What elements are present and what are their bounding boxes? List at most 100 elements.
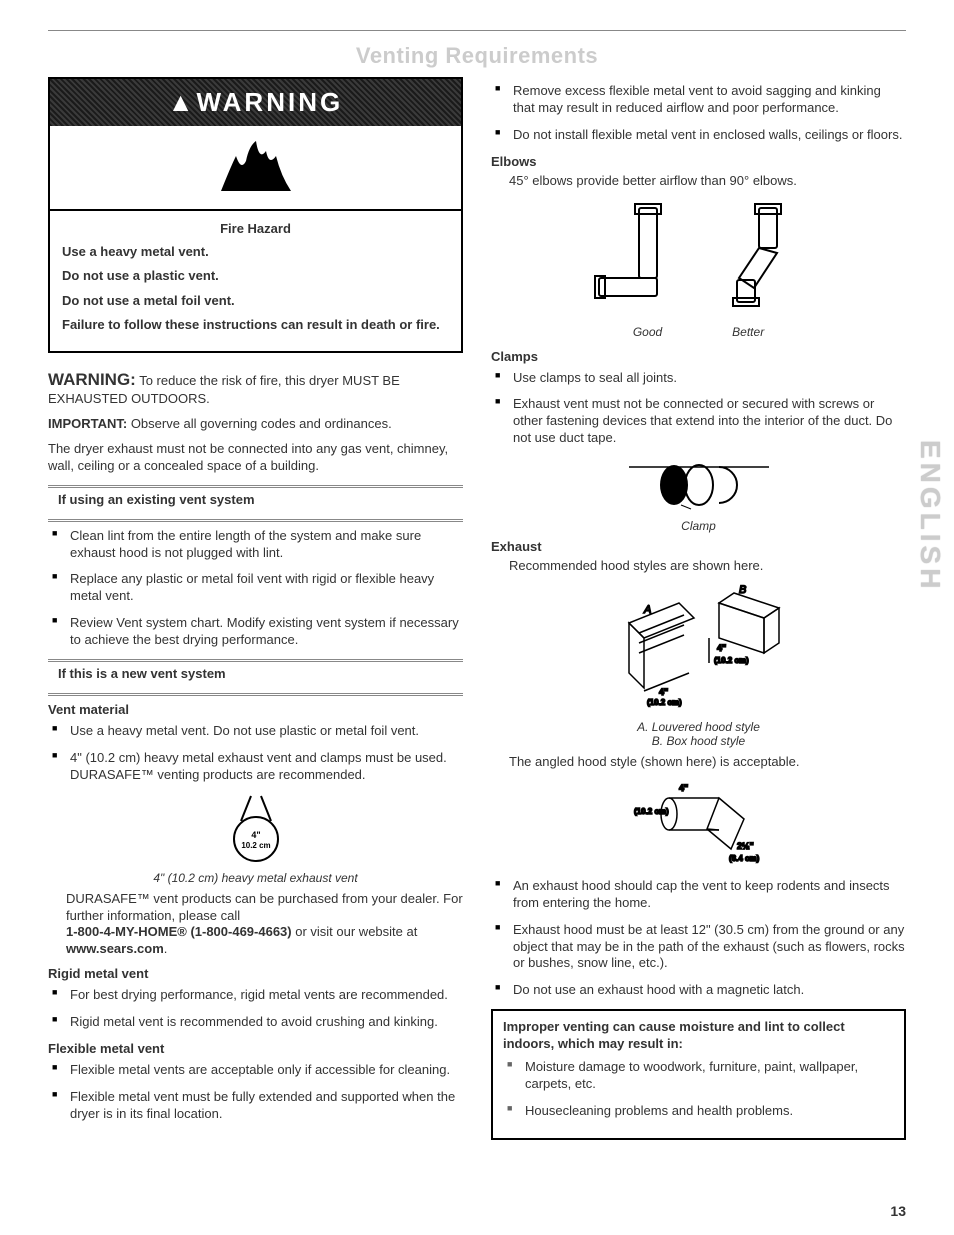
notice-list: Moisture damage to woodwork, furniture, … — [503, 1059, 894, 1120]
warning-paragraph: WARNING: To reduce the risk of fire, thi… — [48, 369, 463, 408]
list-item: Flexible metal vents are acceptable only… — [48, 1062, 463, 1079]
existing-vent-head: If using an existing vent system — [58, 490, 463, 509]
list-item: Exhaust hood must be at least 12" (30.5 … — [491, 922, 906, 973]
right-column: Remove excess flexible metal vent to avo… — [491, 77, 906, 1140]
existing-vent-list: Clean lint from the entire length of the… — [48, 528, 463, 649]
vent-fig-caption: 4" (10.2 cm) heavy metal exhaust vent — [48, 871, 463, 885]
elbows-icon — [569, 198, 829, 318]
vent-material-head: Vent material — [48, 702, 463, 717]
clamps-head: Clamps — [491, 349, 906, 364]
language-tab: ENGLISH — [914, 440, 946, 592]
flex-vent-list: Flexible metal vents are acceptable only… — [48, 1062, 463, 1123]
clamp-caption: Clamp — [491, 519, 906, 533]
flame-icon-row — [50, 126, 461, 209]
vent-material-list: Use a heavy metal vent. Do not use plast… — [48, 723, 463, 784]
exhaust-list: An exhaust hood should cap the vent to k… — [491, 878, 906, 999]
angled-intro: The angled hood style (shown here) is ac… — [509, 754, 906, 771]
svg-text:(10.2 cm): (10.2 cm) — [647, 698, 682, 707]
list-item: Replace any plastic or metal foil vent w… — [48, 571, 463, 605]
divider — [48, 485, 463, 488]
warning-inline-label: WARNING: — [48, 370, 136, 389]
list-item: Do not install flexible metal vent in en… — [491, 127, 906, 144]
durasafe-info: DURASAFE™ vent products can be purchased… — [66, 891, 463, 959]
elbows-figure — [491, 198, 906, 321]
exhaust-head: Exhaust — [491, 539, 906, 554]
durasafe-phone: 1-800-4-MY-HOME® (1-800-469-4663) — [66, 924, 292, 939]
notice-box: Improper venting can cause moisture and … — [491, 1009, 906, 1139]
svg-text:(10.2 cm): (10.2 cm) — [634, 807, 669, 816]
warning-line: Use a heavy metal vent. — [62, 244, 449, 260]
elbows-text: 45° elbows provide better airflow than 9… — [509, 173, 906, 190]
warning-line: Do not use a plastic vent. — [62, 268, 449, 284]
svg-text:(10.2 cm): (10.2 cm) — [714, 656, 749, 665]
durasafe-text: DURASAFE™ vent products can be purchased… — [66, 891, 463, 923]
left-column: ▲WARNING Fire Hazard Use a heavy metal v… — [48, 77, 463, 1140]
exhaust-vent-figure: 4" 10.2 cm — [48, 794, 463, 867]
svg-text:10.2 cm: 10.2 cm — [241, 841, 270, 850]
page-number: 13 — [890, 1203, 906, 1219]
elbows-head: Elbows — [491, 154, 906, 169]
durasafe-text2: or visit our website at — [292, 924, 418, 939]
elbow-good-label: Good — [633, 325, 662, 339]
hood-styles-icon: A B 4" (10.2 cm) 4" (10.2 cm) — [589, 583, 809, 713]
list-item: Use clamps to seal all joints. — [491, 370, 906, 387]
svg-text:4": 4" — [679, 783, 688, 793]
svg-text:B: B — [739, 584, 746, 596]
hood-caption: A. Louvered hood style B. Box hood style — [491, 720, 906, 748]
exhaust-note: The dryer exhaust must not be connected … — [48, 441, 463, 475]
list-item: Exhaust vent must not be connected or se… — [491, 396, 906, 447]
flame-icon — [211, 136, 301, 196]
hood-B-label: B. Box hood style — [652, 734, 745, 748]
clamp-icon — [619, 457, 779, 512]
warning-line: Do not use a metal foil vent. — [62, 293, 449, 309]
warning-body: Fire Hazard Use a heavy metal vent. Do n… — [50, 209, 461, 351]
svg-text:4": 4" — [251, 830, 260, 840]
new-vent-head: If this is a new vent system — [58, 664, 463, 683]
svg-text:A: A — [643, 604, 651, 616]
list-item: Use a heavy metal vent. Do not use plast… — [48, 723, 463, 740]
divider — [48, 659, 463, 662]
svg-text:4": 4" — [717, 643, 726, 653]
angled-hood-figure: 4" (10.2 cm) 2½" (6.4 cm) — [491, 779, 906, 872]
rigid-vent-head: Rigid metal vent — [48, 966, 463, 981]
warning-header: ▲WARNING — [50, 79, 461, 126]
clamp-figure — [491, 457, 906, 515]
divider — [48, 519, 463, 522]
top-rule — [48, 30, 906, 31]
list-item: Review Vent system chart. Modify existin… — [48, 615, 463, 649]
exhaust-intro: Recommended hood styles are shown here. — [509, 558, 906, 575]
list-item: Remove excess flexible metal vent to avo… — [491, 83, 906, 117]
svg-text:4": 4" — [659, 687, 668, 697]
hazard-label: Fire Hazard — [62, 221, 449, 236]
page-title: Venting Requirements — [48, 43, 906, 69]
important-text: Observe all governing codes and ordinanc… — [127, 416, 392, 431]
clamps-list: Use clamps to seal all joints. Exhaust v… — [491, 370, 906, 448]
hood-figure: A B 4" (10.2 cm) 4" (10.2 cm) — [491, 583, 906, 716]
elbow-better-label: Better — [732, 325, 764, 339]
right-top-list: Remove excess flexible metal vent to avo… — [491, 83, 906, 144]
flex-vent-head: Flexible metal vent — [48, 1041, 463, 1056]
list-item: 4" (10.2 cm) heavy metal exhaust vent an… — [48, 750, 463, 784]
durasafe-url: www.sears.com — [66, 941, 164, 956]
list-item: Flexible metal vent must be fully extend… — [48, 1089, 463, 1123]
warning-line: Failure to follow these instructions can… — [62, 317, 449, 333]
warning-box: ▲WARNING Fire Hazard Use a heavy metal v… — [48, 77, 463, 353]
elbow-labels: Good Better — [491, 325, 906, 339]
notice-lead: Improper venting can cause moisture and … — [503, 1019, 894, 1053]
rigid-vent-list: For best drying performance, rigid metal… — [48, 987, 463, 1031]
svg-text:(6.4 cm): (6.4 cm) — [729, 854, 760, 863]
vent-circle-icon: 4" 10.2 cm — [211, 794, 301, 864]
list-item: For best drying performance, rigid metal… — [48, 987, 463, 1004]
important-label: IMPORTANT: — [48, 416, 127, 431]
divider — [48, 693, 463, 696]
list-item: An exhaust hood should cap the vent to k… — [491, 878, 906, 912]
list-item: Moisture damage to woodwork, furniture, … — [503, 1059, 894, 1093]
list-item: Clean lint from the entire length of the… — [48, 528, 463, 562]
list-item: Housecleaning problems and health proble… — [503, 1103, 894, 1120]
important-paragraph: IMPORTANT: Observe all governing codes a… — [48, 416, 463, 433]
list-item: Do not use an exhaust hood with a magnet… — [491, 982, 906, 999]
angled-hood-icon: 4" (10.2 cm) 2½" (6.4 cm) — [619, 779, 779, 869]
hood-A-label: A. Louvered hood style — [637, 720, 760, 734]
svg-text:2½": 2½" — [737, 841, 754, 851]
list-item: Rigid metal vent is recommended to avoid… — [48, 1014, 463, 1031]
